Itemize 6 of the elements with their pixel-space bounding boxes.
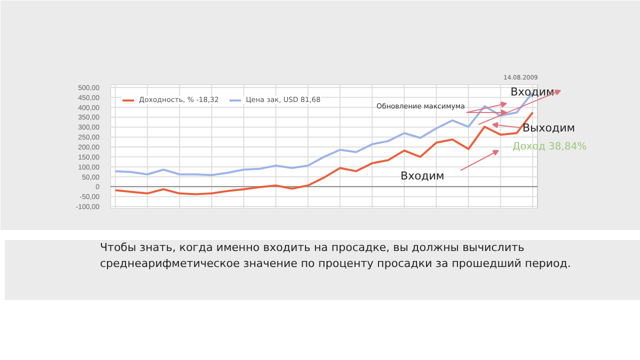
annotation: Входим (510, 86, 554, 98)
annotation: Выходим (522, 122, 576, 134)
text: Чтобы знать, когда именно входить на просадке, вы должны вычислить (100, 241, 524, 254)
text: среднеарифметическое значение по проценту просадки за прошедший период. (100, 257, 571, 270)
annotation: Доход 38,84% (512, 142, 587, 152)
annotation: Входим (400, 170, 444, 182)
